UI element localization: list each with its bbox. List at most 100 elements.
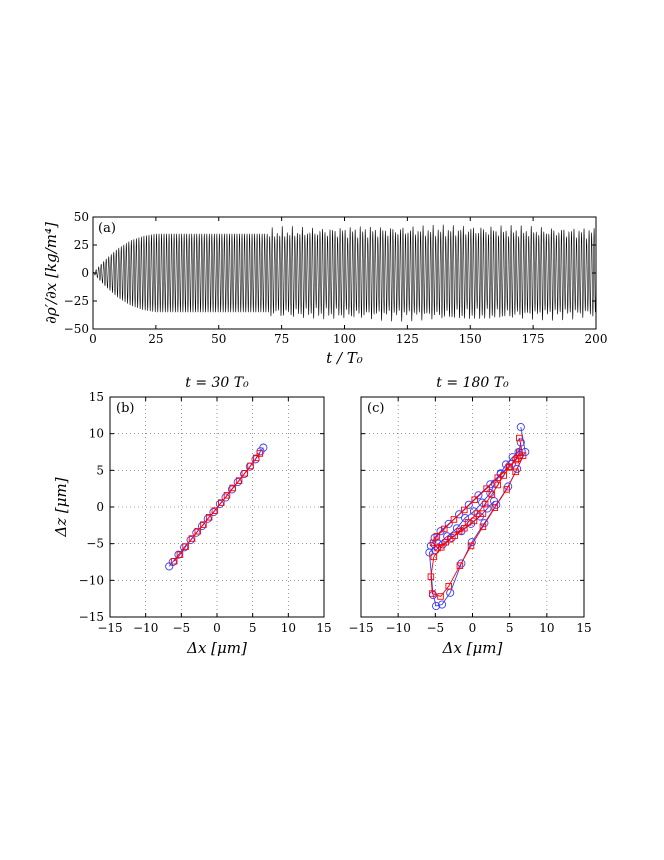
square-marker	[470, 517, 478, 525]
square-marker	[235, 477, 243, 484]
x-tick-label: 5	[249, 621, 257, 635]
square-marker	[488, 491, 496, 498]
square-marker	[512, 468, 519, 476]
square-marker	[479, 523, 487, 531]
circle-marker	[432, 601, 441, 611]
square-marker	[170, 558, 178, 565]
y-tick-label: −50	[64, 322, 89, 336]
square-marker	[479, 510, 487, 517]
square-marker	[429, 590, 436, 597]
series-square-line	[430, 437, 524, 598]
square-marker	[505, 464, 513, 471]
square-marker	[461, 525, 468, 532]
circle-marker	[221, 493, 230, 502]
circle-marker	[464, 500, 473, 509]
square-marker	[445, 582, 452, 590]
x-tick-label: 15	[576, 621, 591, 635]
circle-marker	[259, 443, 268, 452]
square-marker	[461, 506, 468, 514]
x-tick-label: −5	[426, 621, 444, 635]
panel-label: (c)	[367, 401, 384, 416]
y-tick-label: −5	[86, 537, 104, 551]
square-marker	[467, 542, 475, 550]
square-marker	[223, 492, 231, 499]
square-marker	[503, 486, 510, 493]
square-marker	[229, 484, 236, 492]
square-marker	[252, 454, 260, 462]
square-marker	[494, 481, 502, 489]
x-tick-label: 0	[213, 621, 221, 635]
y-tick-label: 25	[74, 238, 89, 252]
square-marker	[506, 463, 513, 470]
panel-b: −15 −10 −5 0 5 10 15 15 10 5 0 −5 −10 −15 Δz [μm] (b) t …	[52, 375, 332, 657]
x-axis-label: Δx [μm]	[186, 639, 247, 657]
x-tick-label: 15	[316, 621, 331, 635]
square-marker	[442, 538, 449, 546]
x-tick-label: 25	[148, 332, 163, 346]
x-axis-label: Δx [μm]	[442, 639, 503, 657]
x-tick-label: −15	[348, 621, 373, 635]
y-axis-label: ∂ρ′/∂x [kg/m⁴]	[42, 222, 60, 324]
circle-marker	[444, 519, 453, 528]
y-tick-label: −10	[79, 573, 104, 587]
y-tick-label: 15	[89, 390, 104, 404]
circle-marker	[483, 504, 492, 513]
square-marker	[194, 527, 201, 535]
square-marker	[516, 434, 523, 442]
square-marker	[430, 553, 438, 561]
square-marker	[241, 470, 249, 477]
x-tick-label: −5	[172, 621, 190, 635]
y-tick-label: 0	[81, 266, 89, 280]
y-tick-label: −15	[79, 610, 104, 624]
x-tick-label: 200	[585, 332, 608, 346]
square-marker	[481, 500, 489, 508]
circle-marker	[430, 533, 439, 542]
y-tick-label: 5	[96, 463, 104, 477]
square-marker	[433, 533, 441, 540]
x-tick-label: −15	[97, 621, 122, 635]
square-marker	[450, 516, 458, 523]
circle-marker	[480, 519, 489, 528]
circle-marker	[474, 491, 483, 500]
x-tick-label: 125	[396, 332, 419, 346]
square-marker	[471, 496, 478, 503]
circle-marker	[457, 559, 466, 568]
x-tick-label: 0	[469, 621, 477, 635]
x-tick-label: 100	[333, 332, 356, 346]
square-marker	[256, 450, 264, 457]
square-marker	[211, 507, 219, 514]
square-marker	[513, 455, 521, 462]
y-tick-label: 50	[74, 210, 89, 224]
square-marker	[434, 544, 441, 552]
x-tick-label: 0	[89, 332, 97, 346]
series-circle-line	[168, 447, 264, 567]
square-marker	[247, 462, 254, 470]
circle-marker	[203, 514, 212, 523]
y-tick-label: 0	[96, 500, 104, 514]
circle-marker	[516, 423, 525, 432]
circle-marker	[233, 478, 242, 487]
square-marker	[451, 532, 458, 539]
circle-marker	[215, 500, 224, 509]
panel-c: −15 −10 −5 0 5 10 15 (c) t = 180 T₀ Δx [μm]	[348, 375, 591, 657]
square-marker	[438, 544, 445, 551]
circle-marker	[486, 480, 495, 489]
square-marker	[205, 514, 213, 521]
circle-marker	[209, 508, 218, 517]
x-tick-label: −10	[386, 621, 411, 635]
square-marker	[429, 539, 437, 547]
square-marker	[456, 562, 464, 569]
x-tick-label: 175	[522, 332, 545, 346]
x-tick-label: 150	[459, 332, 482, 346]
square-marker	[494, 474, 502, 481]
x-tick-label: 5	[506, 621, 514, 635]
square-marker	[218, 499, 225, 506]
x-tick-label: −10	[133, 621, 158, 635]
x-axis-label: t / T₀	[326, 349, 363, 367]
circle-marker	[437, 600, 447, 609]
circle-marker	[186, 535, 195, 545]
panel-a: 0 25 50 75 100 125 150 175 200 50 25 0 −25 −50 (a) t / …	[42, 210, 607, 367]
x-tick-label: 10	[539, 621, 554, 635]
y-tick-label: 10	[89, 427, 104, 441]
